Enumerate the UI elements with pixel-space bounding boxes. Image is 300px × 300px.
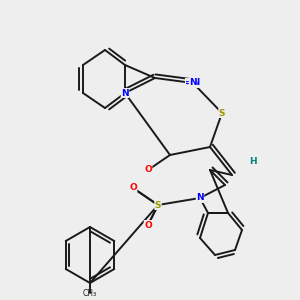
- Text: O: O: [129, 184, 137, 193]
- Text: N: N: [121, 88, 129, 98]
- Text: O: O: [144, 166, 152, 175]
- Text: =N: =N: [185, 79, 201, 88]
- Text: O: O: [144, 220, 152, 230]
- Text: H: H: [249, 158, 257, 166]
- Text: N: N: [189, 79, 197, 88]
- Text: S: S: [155, 200, 161, 209]
- Text: N: N: [196, 194, 204, 202]
- Text: S: S: [219, 109, 225, 118]
- Text: CH₃: CH₃: [83, 289, 97, 298]
